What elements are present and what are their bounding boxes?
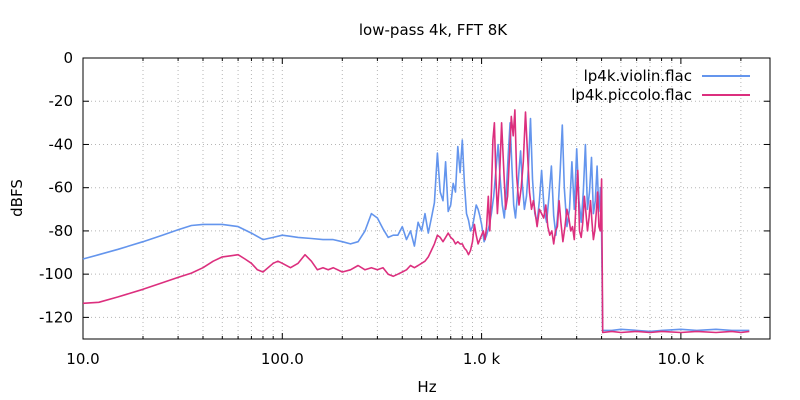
y-tick-label: -40: [49, 135, 74, 153]
x-tick-label: 10.0: [66, 350, 99, 368]
y-tick-label: -80: [49, 222, 74, 240]
legend-label: lp4k.violin.flac: [584, 67, 692, 85]
y-axis-title: dBFS: [8, 179, 26, 217]
legend-label: lp4k.piccolo.flac: [571, 86, 692, 104]
y-tick-label: 0: [63, 49, 73, 67]
series-line-piccolo: [82, 109, 750, 334]
grid: [83, 58, 770, 339]
y-tick-label: -60: [49, 179, 74, 197]
plot-frame: [82, 57, 771, 340]
y-tick-label: -20: [49, 92, 74, 110]
x-tick-label: 100.0: [261, 350, 304, 368]
axis-ticks: 0 -20 -40 -60 -80 -100 -120 10.0 100.0 1.0 k 10.0 …: [39, 49, 770, 368]
x-axis-title: Hz: [417, 378, 436, 396]
x-tick-label: 1.0 k: [463, 350, 501, 368]
y-tick-label: -100: [39, 265, 73, 283]
y-tick-label: -120: [39, 308, 73, 326]
x-tick-label: 10.0 k: [657, 350, 704, 368]
series-line-violin: [82, 117, 750, 333]
chart-title: low-pass 4k, FFT 8K: [359, 21, 508, 39]
series-lines: [82, 109, 750, 334]
